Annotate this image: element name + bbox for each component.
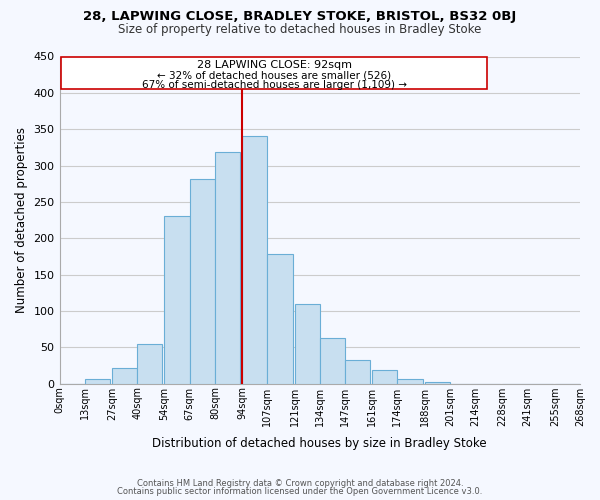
Bar — [268, 254, 293, 384]
Bar — [190, 178, 215, 384]
Bar — [164, 216, 190, 384]
Bar — [425, 382, 450, 384]
Bar — [112, 368, 137, 384]
X-axis label: Distribution of detached houses by size in Bradley Stoke: Distribution of detached houses by size … — [152, 437, 487, 450]
Bar — [85, 379, 110, 384]
FancyBboxPatch shape — [61, 57, 487, 89]
Bar — [295, 304, 320, 384]
Bar — [397, 378, 422, 384]
Bar — [242, 136, 268, 384]
Bar — [345, 360, 370, 384]
Text: Contains HM Land Registry data © Crown copyright and database right 2024.: Contains HM Land Registry data © Crown c… — [137, 478, 463, 488]
Bar — [215, 152, 240, 384]
Text: Contains public sector information licensed under the Open Government Licence v3: Contains public sector information licen… — [118, 487, 482, 496]
Text: 67% of semi-detached houses are larger (1,109) →: 67% of semi-detached houses are larger (… — [142, 80, 407, 90]
Text: Size of property relative to detached houses in Bradley Stoke: Size of property relative to detached ho… — [118, 22, 482, 36]
Bar — [137, 344, 163, 384]
Y-axis label: Number of detached properties: Number of detached properties — [15, 127, 28, 313]
Text: 28 LAPWING CLOSE: 92sqm: 28 LAPWING CLOSE: 92sqm — [197, 60, 352, 70]
Text: 28, LAPWING CLOSE, BRADLEY STOKE, BRISTOL, BS32 0BJ: 28, LAPWING CLOSE, BRADLEY STOKE, BRISTO… — [83, 10, 517, 23]
Text: ← 32% of detached houses are smaller (526): ← 32% of detached houses are smaller (52… — [157, 70, 391, 81]
Bar — [372, 370, 397, 384]
Bar — [320, 338, 345, 384]
